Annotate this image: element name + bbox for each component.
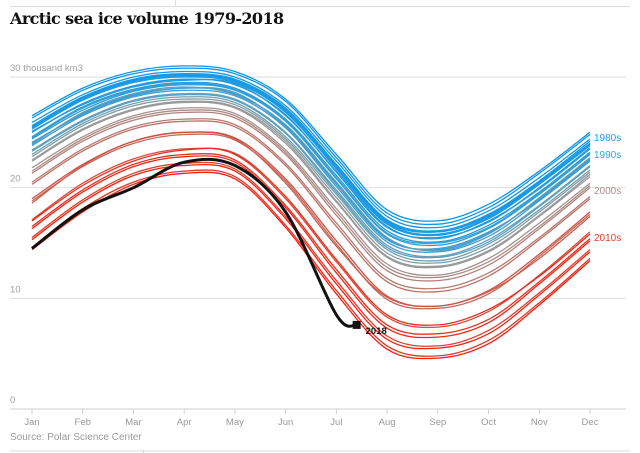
series-line-1983 bbox=[31, 73, 591, 232]
series-line-2008 bbox=[31, 131, 591, 308]
legend-label-2010s: 2010s bbox=[594, 233, 621, 244]
series-line-2017 bbox=[31, 171, 591, 360]
series-line-1997 bbox=[31, 92, 591, 258]
series-line-2005 bbox=[31, 118, 591, 290]
x-tick-label: Mar bbox=[125, 417, 141, 428]
series-line-1988 bbox=[31, 78, 591, 240]
series-line-2002 bbox=[31, 107, 591, 276]
series-line-2000 bbox=[31, 100, 591, 268]
series-line-1999 bbox=[31, 98, 591, 264]
x-tick-label: Dec bbox=[582, 417, 599, 428]
x-tick-label: Sep bbox=[429, 417, 446, 428]
y-tick-label: 10 bbox=[10, 284, 21, 295]
top-rule bbox=[10, 6, 630, 7]
series-line-2003 bbox=[31, 109, 591, 279]
series-line-2007 bbox=[31, 133, 591, 310]
source-note: Source: Polar Science Center bbox=[10, 432, 142, 443]
series-line-1980 bbox=[31, 67, 591, 226]
series-line-2018 bbox=[31, 157, 358, 328]
highlight-label: 2018 bbox=[366, 326, 387, 337]
x-tick-label: Feb bbox=[75, 417, 91, 428]
series-line-2004 bbox=[31, 111, 591, 282]
end-point-marker bbox=[352, 320, 361, 329]
legend-label-2000s: 2000s bbox=[594, 186, 621, 197]
series-line-2016 bbox=[31, 163, 591, 350]
x-tick-label: Aug bbox=[379, 417, 396, 428]
x-tick-label: Apr bbox=[177, 417, 192, 428]
series-line-2013 bbox=[31, 152, 591, 335]
series-line-1989 bbox=[31, 81, 591, 243]
series-line-2001 bbox=[31, 101, 591, 269]
series-line-1994 bbox=[31, 86, 591, 250]
series-line-2010 bbox=[31, 147, 591, 329]
series-line-2011 bbox=[31, 161, 591, 347]
series-line-1995 bbox=[31, 93, 591, 259]
bottom-rule-divider bbox=[143, 450, 144, 453]
series-line-1992 bbox=[31, 82, 591, 244]
x-tick-label: Oct bbox=[481, 417, 496, 428]
y-tick-label: 0 bbox=[10, 395, 15, 406]
x-tick-label: Jan bbox=[24, 417, 39, 428]
series-line-1990 bbox=[31, 84, 591, 247]
series-line-1996 bbox=[31, 86, 591, 252]
series-line-1987 bbox=[31, 73, 591, 233]
series-line-2015 bbox=[31, 155, 591, 339]
x-tick-label: Jun bbox=[278, 417, 293, 428]
series-line-1991 bbox=[31, 87, 591, 251]
series-line-2006 bbox=[31, 120, 591, 293]
legend-label-1980s: 1980s bbox=[594, 133, 621, 144]
x-tick-label: Nov bbox=[531, 417, 548, 428]
series-line-1982 bbox=[31, 70, 591, 229]
x-tick-label: May bbox=[226, 417, 244, 428]
y-tick-label: 30 thousand km3 bbox=[10, 63, 83, 74]
bottom-rule bbox=[10, 450, 630, 452]
series-line-2012 bbox=[31, 169, 591, 357]
series-line-1979 bbox=[31, 65, 591, 222]
x-tick-label: Jul bbox=[330, 417, 342, 428]
top-rule-divider bbox=[175, 0, 176, 6]
legend-label-1990s: 1990s bbox=[594, 150, 621, 161]
series-line-1993 bbox=[31, 89, 591, 253]
series-line-1985 bbox=[31, 76, 591, 237]
y-tick-label: 20 bbox=[10, 174, 21, 185]
chart-title: Arctic sea ice volume 1979-2018 bbox=[10, 9, 284, 28]
series-line-2009 bbox=[31, 131, 591, 308]
series-line-2014 bbox=[31, 147, 591, 326]
series-line-1998 bbox=[31, 96, 591, 262]
